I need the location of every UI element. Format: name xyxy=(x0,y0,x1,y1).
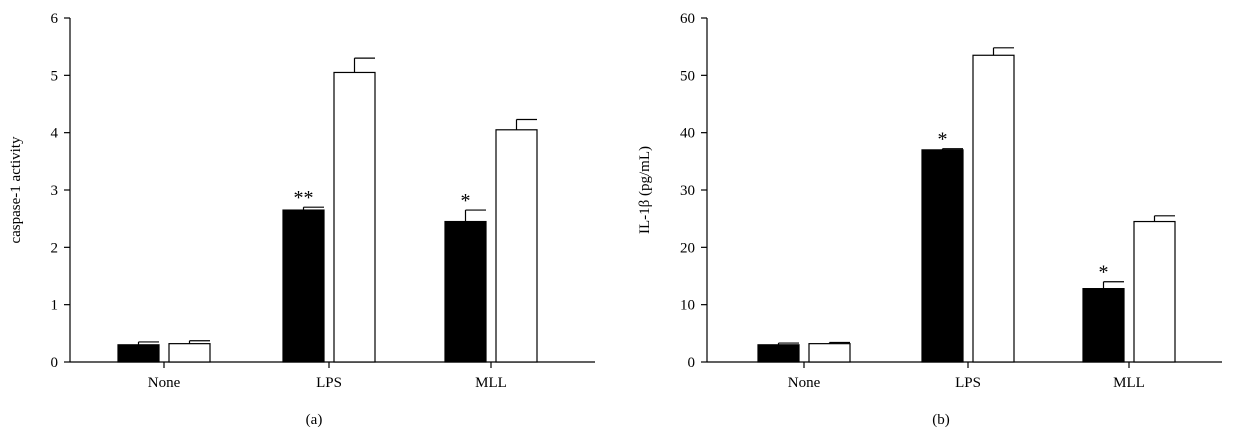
significance-marker: * xyxy=(1099,262,1109,284)
y-tick-label: 50 xyxy=(680,68,695,84)
y-tick-label: 20 xyxy=(680,240,695,256)
y-tick-label: 5 xyxy=(51,68,59,84)
bar xyxy=(757,344,800,363)
y-tick-label: 30 xyxy=(680,183,695,199)
bar xyxy=(168,343,211,363)
y-tick-label: 10 xyxy=(680,298,695,314)
panel-label: (b) xyxy=(932,412,950,428)
y-tick-label: 2 xyxy=(51,240,59,256)
significance-marker: ** xyxy=(294,187,314,209)
significance-marker: * xyxy=(938,129,948,151)
y-tick-label: 4 xyxy=(51,126,59,142)
chart-b: 0 10 20 30 40 50 60 IL-1β (pg/mL) None LPS MLL * * (b… xyxy=(637,11,1222,428)
x-category-label: MLL xyxy=(475,375,507,391)
bar xyxy=(1133,220,1176,363)
y-tick-label: 60 xyxy=(680,11,695,27)
y-tick-label: 3 xyxy=(51,183,59,199)
x-category-label: LPS xyxy=(316,375,342,391)
panel-label: (a) xyxy=(306,412,323,428)
chart-panel-a: 0 1 2 3 4 5 6 caspase-1 activity None LPS MLL ** * (a… xyxy=(0,0,627,434)
significance-marker: * xyxy=(461,190,471,212)
bar xyxy=(921,149,964,363)
x-category-label: None xyxy=(148,375,181,391)
bar xyxy=(495,129,538,363)
y-tick-label: 0 xyxy=(51,355,59,371)
y-tick-label: 6 xyxy=(51,11,59,27)
bar xyxy=(972,54,1015,363)
bar xyxy=(444,220,487,363)
x-category-label: LPS xyxy=(955,375,981,391)
bar xyxy=(117,344,160,363)
bar xyxy=(1082,288,1125,363)
y-tick-label: 1 xyxy=(51,298,59,314)
bar xyxy=(808,343,851,363)
y-tick-label: 0 xyxy=(688,355,696,371)
y-axis-label: caspase-1 activity xyxy=(8,136,24,244)
x-category-label: None xyxy=(788,375,821,391)
y-tick-label: 40 xyxy=(680,126,695,142)
x-category-label: MLL xyxy=(1113,375,1145,391)
bar xyxy=(282,209,325,363)
chart-panel-b: 0 10 20 30 40 50 60 IL-1β (pg/mL) None LPS MLL * * (b… xyxy=(627,0,1255,434)
y-axis-label: IL-1β (pg/mL) xyxy=(637,146,653,234)
bar xyxy=(333,71,376,363)
